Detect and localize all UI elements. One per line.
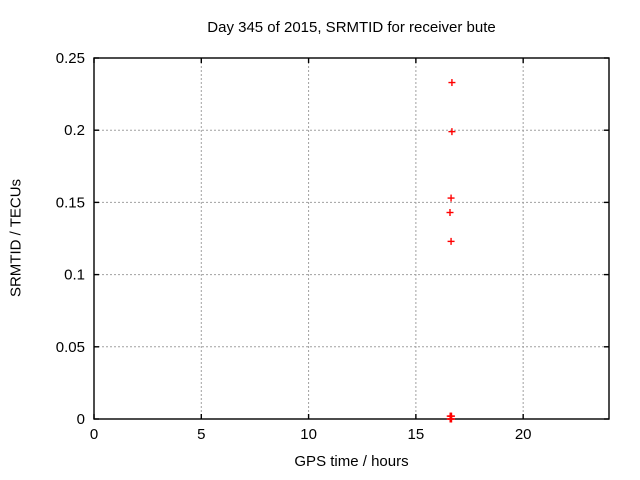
- y-tick-label: 0.1: [64, 267, 85, 284]
- y-tick-label: 0.05: [56, 339, 85, 356]
- plot-title: Day 345 of 2015, SRMTID for receiver but…: [207, 19, 496, 36]
- plot-border: [93, 57, 610, 420]
- x-tick-label: 15: [408, 426, 425, 443]
- y-tick-label: 0: [77, 411, 85, 428]
- y-tick-label: 0.15: [56, 194, 85, 211]
- y-axis-label: SRMTID / TECUs: [7, 178, 25, 298]
- x-tick-label: 20: [515, 426, 532, 443]
- x-tick-label: 10: [300, 426, 317, 443]
- x-tick-label: 0: [90, 426, 98, 443]
- x-axis-label: GPS time / hours: [294, 453, 409, 470]
- y-tick-label: 0.25: [56, 50, 85, 67]
- x-tick-label: 5: [197, 426, 205, 443]
- y-tick-label: 0.2: [64, 122, 85, 139]
